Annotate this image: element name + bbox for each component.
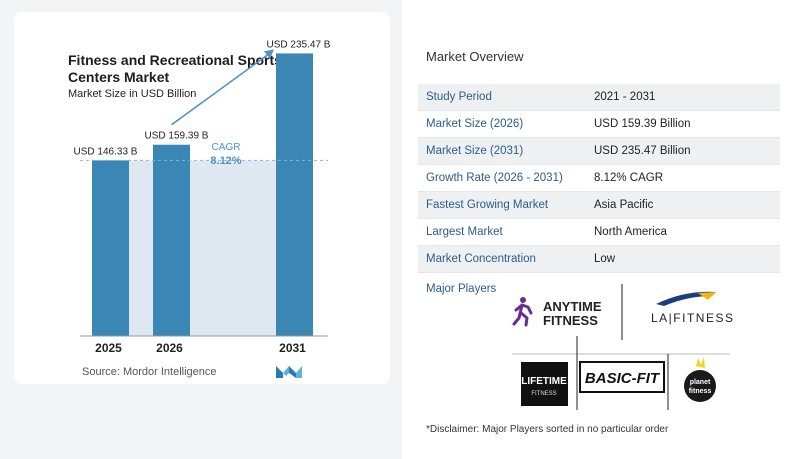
data-label-2025: USD 146.33 B — [74, 146, 138, 157]
cagr-arrow-icon — [264, 49, 274, 59]
overview-label: Market Size (2031) — [426, 145, 524, 157]
overview-row-concentration: Market Concentration Low — [418, 246, 780, 273]
bar-2026 — [153, 144, 190, 336]
category-label-2025: 2025 — [95, 341, 122, 355]
cagr-value: 8.12% — [210, 155, 241, 167]
disclaimer-text: *Disclaimer: Major Players sorted in no … — [426, 424, 669, 435]
overview-row-largest-market: Largest Market North America — [418, 219, 780, 246]
source-text: Source: Mordor Intelligence — [82, 366, 217, 378]
bar-2031 — [276, 53, 313, 336]
chart-subtitle: Market Size in USD Billion — [68, 88, 197, 100]
overview-label: Market Size (2026) — [426, 118, 524, 130]
overview-row-fastest-growing: Fastest Growing Market Asia Pacific — [418, 192, 780, 219]
data-label-2031: USD 235.47 B — [267, 39, 331, 50]
overview-value: Asia Pacific — [594, 199, 654, 211]
overview-label: Growth Rate (2026 - 2031) — [426, 172, 563, 184]
overview-label: Fastest Growing Market — [426, 199, 549, 211]
overview-value: 2021 - 2031 — [594, 91, 656, 103]
chart-title: Fitness and Recreational Sports Centers … — [68, 52, 282, 85]
bar-chart: USD 146.33 B USD 159.39 B USD 235.47 B 2025… — [74, 39, 331, 355]
cagr-arrow-line — [171, 51, 272, 126]
overview-table: Study Period 2021 - 2031 Market Size (20… — [418, 84, 780, 273]
overview-label: Market Concentration — [426, 253, 536, 265]
overview-value: Low — [594, 253, 616, 265]
overview-label: Study Period — [426, 91, 492, 103]
cagr-label: CAGR — [212, 142, 241, 153]
overview-value: 8.12% CAGR — [594, 172, 664, 184]
overview-value: USD 159.39 Billion — [594, 118, 691, 130]
data-label-2026: USD 159.39 B — [145, 131, 209, 142]
overview-title: Market Overview — [426, 49, 524, 64]
overview-row-study-period: Study Period 2021 - 2031 — [418, 84, 780, 111]
major-players-label: Major Players — [426, 283, 497, 295]
overview-value: North America — [594, 226, 667, 238]
overview-row-size-2026: Market Size (2026) USD 159.39 Billion — [418, 111, 780, 138]
overview-row-growth-rate: Growth Rate (2026 - 2031) 8.12% CAGR — [418, 165, 780, 192]
overview-value: USD 235.47 Billion — [594, 145, 691, 157]
bar-2025 — [92, 160, 129, 336]
category-label-2026: 2026 — [156, 341, 183, 355]
mordor-intelligence-logo-icon — [276, 366, 302, 378]
overview-label: Largest Market — [426, 226, 503, 238]
overview-row-size-2031: Market Size (2031) USD 235.47 Billion — [418, 138, 780, 165]
category-label-2031: 2031 — [279, 341, 306, 355]
